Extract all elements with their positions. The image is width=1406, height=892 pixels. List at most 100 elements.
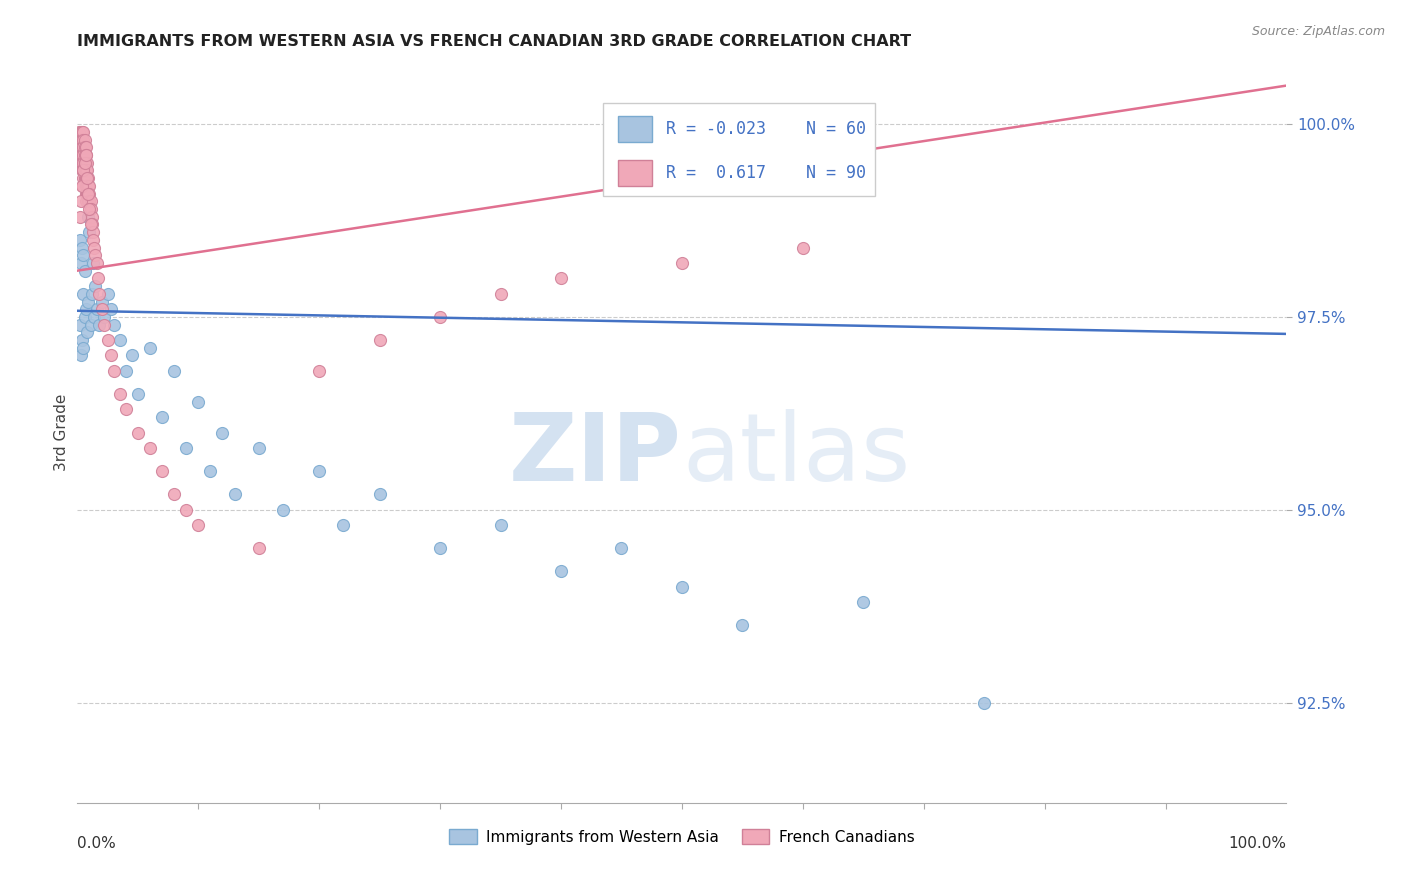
Point xyxy=(93,310,115,324)
Text: 100.0%: 100.0% xyxy=(1229,836,1286,851)
Point xyxy=(76,171,98,186)
Point xyxy=(72,148,94,162)
Point xyxy=(67,125,90,139)
Point xyxy=(70,140,93,154)
Point xyxy=(70,148,93,162)
Point xyxy=(70,125,93,139)
Point xyxy=(103,364,125,378)
Point xyxy=(75,155,97,169)
Point xyxy=(84,279,107,293)
Point xyxy=(75,148,97,162)
Point xyxy=(76,171,98,186)
Point xyxy=(77,210,100,224)
Text: R =  0.617    N = 90: R = 0.617 N = 90 xyxy=(666,163,866,182)
Point xyxy=(72,132,94,146)
Point xyxy=(70,155,93,169)
Point xyxy=(80,210,103,224)
Point xyxy=(72,248,94,262)
Point xyxy=(200,464,222,478)
Point xyxy=(77,186,100,201)
Point xyxy=(429,310,451,324)
Text: Source: ZipAtlas.com: Source: ZipAtlas.com xyxy=(1251,25,1385,38)
Point xyxy=(108,387,131,401)
Point xyxy=(72,163,94,178)
Point xyxy=(70,140,93,154)
Point xyxy=(75,178,97,193)
Point xyxy=(72,148,94,162)
Point xyxy=(100,302,122,317)
Point xyxy=(550,271,572,285)
Point xyxy=(114,402,136,417)
Point xyxy=(76,194,98,209)
Point xyxy=(610,541,633,556)
FancyBboxPatch shape xyxy=(603,103,876,195)
Point xyxy=(86,256,108,270)
Point xyxy=(139,341,162,355)
Point xyxy=(69,318,91,332)
Point xyxy=(70,132,93,146)
Point xyxy=(67,132,90,146)
Point xyxy=(79,194,101,209)
Point xyxy=(82,256,104,270)
Point xyxy=(429,541,451,556)
Point xyxy=(76,163,98,178)
Point xyxy=(72,155,94,169)
Point xyxy=(103,318,125,332)
Point xyxy=(73,263,96,277)
Point xyxy=(77,294,100,309)
Point xyxy=(127,387,149,401)
Point xyxy=(70,155,93,169)
Point xyxy=(852,595,875,609)
Point xyxy=(70,349,93,363)
Point xyxy=(211,425,233,440)
Point xyxy=(86,302,108,317)
Point xyxy=(368,333,391,347)
Point xyxy=(163,364,186,378)
Point xyxy=(973,696,995,710)
Point xyxy=(489,518,512,533)
Point xyxy=(79,225,101,239)
Point xyxy=(79,178,101,193)
Point xyxy=(73,140,96,154)
Point xyxy=(79,318,101,332)
Point xyxy=(332,518,354,533)
Point xyxy=(76,155,98,169)
Point xyxy=(70,163,93,178)
Point xyxy=(308,464,330,478)
Legend: Immigrants from Western Asia, French Canadians: Immigrants from Western Asia, French Can… xyxy=(443,823,921,851)
Point xyxy=(83,240,105,254)
Point xyxy=(80,218,103,232)
Point xyxy=(70,333,93,347)
Point xyxy=(792,240,814,254)
Point xyxy=(79,186,101,201)
Point xyxy=(187,518,209,533)
Point xyxy=(79,194,101,209)
Point xyxy=(70,125,93,139)
Text: IMMIGRANTS FROM WESTERN ASIA VS FRENCH CANADIAN 3RD GRADE CORRELATION CHART: IMMIGRANTS FROM WESTERN ASIA VS FRENCH C… xyxy=(77,34,911,49)
Point xyxy=(82,233,104,247)
Point xyxy=(77,186,100,201)
Point xyxy=(70,256,93,270)
Point xyxy=(127,425,149,440)
Text: 0.0%: 0.0% xyxy=(77,836,117,851)
Point xyxy=(550,565,572,579)
Point xyxy=(72,125,94,139)
Point xyxy=(224,487,246,501)
Point xyxy=(72,341,94,355)
Point xyxy=(76,326,98,340)
Point xyxy=(69,233,91,247)
Point xyxy=(150,410,173,425)
Point xyxy=(368,487,391,501)
Point xyxy=(79,202,101,216)
Point xyxy=(271,502,294,516)
Point xyxy=(671,580,693,594)
Point xyxy=(72,171,94,186)
Point xyxy=(73,155,96,169)
Point xyxy=(75,302,97,317)
Point xyxy=(76,178,98,193)
Point xyxy=(75,178,97,193)
Point xyxy=(87,318,110,332)
Point xyxy=(75,148,97,162)
Y-axis label: 3rd Grade: 3rd Grade xyxy=(53,394,69,471)
Point xyxy=(77,178,100,193)
